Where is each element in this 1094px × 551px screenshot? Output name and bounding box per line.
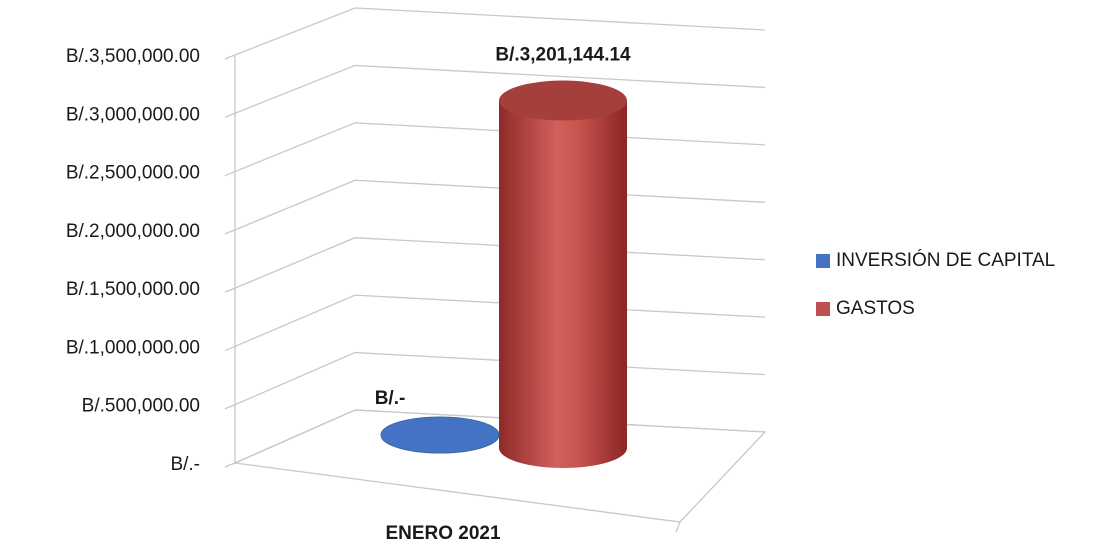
y-tick-label: B/.500,000.00 [82,396,200,417]
y-tick-label: B/.- [170,454,200,475]
bar-1 [499,80,627,468]
legend-item-inversion: INVERSIÓN DE CAPITAL [816,248,1055,274]
y-tick-labels: B/.- B/.500,000.00 B/.1,000,000.00 B/.1,500… [66,46,200,475]
bar-flat [380,416,500,454]
gridline [224,7,766,60]
legend-label-gastos: GASTOS [836,298,915,319]
legend-swatch-inversion [816,254,830,268]
data-label: B/.3,201,144.14 [495,45,631,66]
gridline [224,179,766,235]
floor-tick [675,521,681,533]
data-label: B/.- [375,388,406,409]
grid-lines [224,7,766,468]
gridline [224,122,766,177]
y-tick-label: B/.3,500,000.00 [66,46,200,67]
y-tick-label: B/.3,000,000.00 [66,104,200,125]
y-tick-label: B/.2,000,000.00 [66,221,200,242]
legend-item-gastos: GASTOS [816,296,1055,322]
bars [380,80,627,468]
y-tick-label: B/.1,500,000.00 [66,279,200,300]
legend-swatch-gastos [816,302,830,316]
gridline [224,237,766,293]
x-category-labels: ENERO 2021 [385,523,501,544]
y-tick-label: B/.2,500,000.00 [66,163,200,184]
bar-0 [380,416,500,454]
gridline [224,294,766,352]
gridline [224,351,766,410]
y-tick-label: B/.1,000,000.00 [66,337,200,358]
bar-top [499,80,627,121]
bar-body [499,100,627,468]
gridline [224,64,766,118]
data-labels: B/.- B/.3,201,144.14 [375,45,631,409]
legend-label-inversion: INVERSIÓN DE CAPITAL [836,250,1056,271]
legend: INVERSIÓN DE CAPITAL GASTOS [816,248,1055,344]
x-category-label: ENERO 2021 [385,523,501,544]
